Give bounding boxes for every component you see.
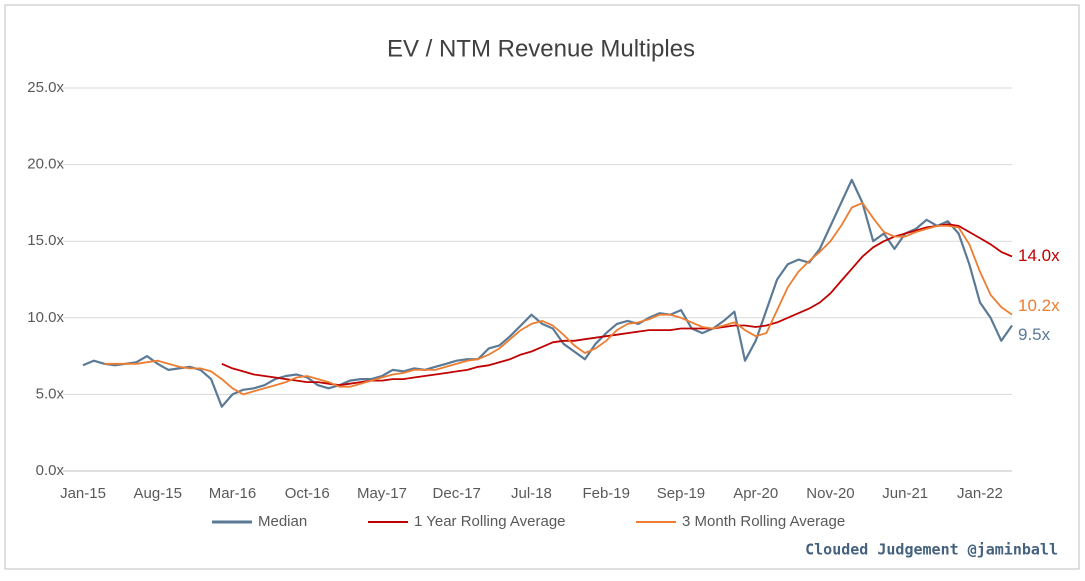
x-tick-label: Mar-16 — [209, 485, 257, 502]
footer: Clouded Judgement @jaminball — [805, 541, 1058, 559]
legend-label: 1 Year Rolling Average — [414, 513, 566, 530]
series-line — [221, 223, 1013, 387]
x-tick-label: Jan-22 — [957, 485, 1003, 502]
x-tick-label: Nov-20 — [806, 485, 854, 502]
y-tick-label: 5.0x — [36, 385, 65, 402]
x-tick-label: Dec-17 — [433, 485, 481, 502]
y-tick-label: 20.0x — [27, 156, 64, 173]
x-tick-label: Feb-19 — [582, 485, 630, 502]
x-tick-label: Jul-18 — [511, 485, 552, 502]
y-tick-label: 0.0x — [36, 462, 65, 479]
end-label: 14.0x — [1018, 246, 1060, 265]
chart-title: EV / NTM Revenue Multiples — [387, 35, 695, 62]
x-tick-label: Jun-21 — [882, 485, 928, 502]
x-tick-label: Apr-20 — [733, 485, 778, 502]
x-tick-label: Oct-16 — [285, 485, 330, 502]
x-tick-label: Jan-15 — [60, 485, 106, 502]
legend-label: Median — [258, 513, 307, 530]
series-line — [104, 202, 1013, 396]
x-tick-label: May-17 — [357, 485, 407, 502]
x-tick-label: Sep-19 — [657, 485, 705, 502]
y-tick-label: 25.0x — [27, 79, 64, 96]
y-tick-label: 15.0x — [27, 232, 64, 249]
x-tick-label: Aug-15 — [134, 485, 182, 502]
end-label: 10.2x — [1018, 296, 1060, 315]
y-tick-label: 10.0x — [27, 309, 64, 326]
legend-label: 3 Month Rolling Average — [682, 513, 845, 530]
end-label: 9.5x — [1018, 325, 1051, 344]
frame — [4, 4, 1080, 570]
